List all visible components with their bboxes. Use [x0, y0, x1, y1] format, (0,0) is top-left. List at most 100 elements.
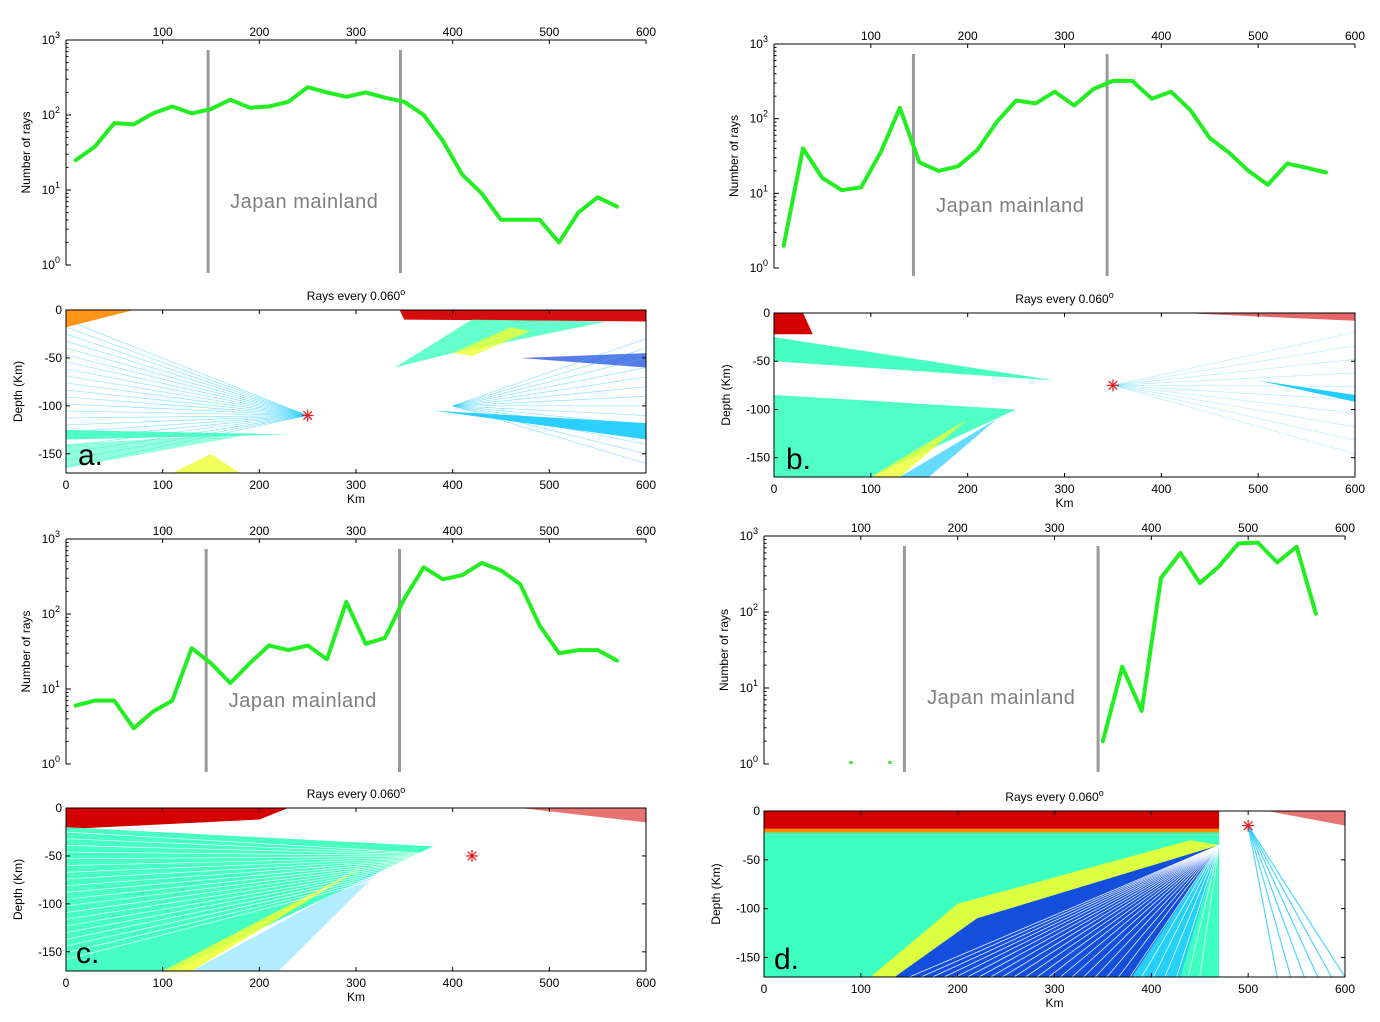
ray-count-point	[840, 188, 844, 192]
y-axis-label: Depth (Km)	[719, 364, 733, 425]
ray-count-point	[209, 661, 213, 665]
surface-band	[764, 828, 1220, 833]
ray-count-point	[1111, 79, 1115, 83]
ray-count-point	[460, 573, 464, 577]
y-tick-label: 100	[42, 255, 60, 272]
x-tick-label: 400	[443, 478, 463, 492]
y-tick-label: 101	[42, 679, 60, 696]
x-tick-label: 500	[539, 25, 559, 39]
y-tick-label: -100	[736, 902, 760, 916]
event-star	[466, 849, 478, 862]
ray-fan	[66, 855, 473, 866]
ray-count-line	[1100, 540, 1318, 744]
ray-fan	[1118, 844, 1220, 977]
y-tick-label: 101	[740, 678, 758, 695]
y-axis-label: Depth (Km)	[11, 859, 25, 920]
ray-count-point	[1072, 103, 1076, 108]
x-tick-label: 200	[249, 478, 269, 492]
ray-count-point	[248, 106, 252, 110]
ray-band	[774, 337, 1055, 381]
ray-fan	[66, 855, 473, 940]
ray-count-point	[441, 139, 445, 143]
ray-fan	[66, 340, 308, 416]
x-axis-label: Km	[347, 990, 365, 1004]
ray-count-point	[209, 107, 213, 111]
y-tick-label: 100	[750, 258, 768, 275]
ray-count-point	[151, 111, 155, 116]
x-axis-label: Km	[347, 492, 365, 506]
ray-fan	[66, 326, 308, 416]
y-tick-label: -150	[38, 945, 62, 959]
ray-count-point	[1314, 612, 1318, 616]
ray-fan	[66, 855, 473, 893]
ray-fan	[1048, 844, 1220, 977]
x-tick-label: 0	[63, 478, 70, 492]
ray-count-point	[1236, 541, 1241, 545]
ray-fan	[1187, 845, 1220, 977]
y-tick-label: -150	[736, 950, 760, 964]
ray-count-point	[1188, 108, 1192, 112]
ray-band	[66, 429, 289, 440]
ray-count-point	[596, 195, 600, 199]
ray-fan	[66, 319, 308, 416]
x-tick-label: 600	[636, 25, 656, 39]
ray-fan	[1112, 385, 1355, 401]
x-tick-label: 600	[1335, 982, 1355, 996]
ray-fan	[452, 405, 646, 416]
x-tick-label: 300	[346, 524, 366, 538]
x-tick-label: 300	[346, 478, 366, 492]
ray-count-point	[306, 85, 310, 89]
ray-fan	[1176, 845, 1220, 977]
x-tick-label: 300	[1054, 482, 1074, 496]
x-tick-label: 400	[1141, 982, 1161, 996]
ray-count-point	[1091, 87, 1096, 91]
ray-count-point	[1246, 169, 1251, 173]
y-tick-label: -50	[753, 354, 771, 368]
ray-band	[899, 419, 997, 477]
x-tick-label: 100	[153, 478, 173, 492]
ray-count-point	[151, 709, 155, 714]
y-axis-label: Depth (Km)	[11, 361, 25, 422]
ray-fan	[452, 405, 646, 455]
ray-count-point	[849, 761, 853, 764]
event-star-stroke	[1108, 380, 1118, 391]
y-tick-label: 103	[750, 34, 768, 51]
event-star-stroke	[1243, 820, 1253, 831]
y-tick-label: 100	[42, 754, 60, 771]
ray-count-point	[518, 218, 522, 222]
panel-letter: a.	[78, 439, 103, 472]
x-tick-label: 400	[1141, 521, 1161, 535]
ray-fan	[1152, 844, 1220, 977]
ray-count-point	[344, 600, 348, 604]
y-tick-label: 103	[740, 526, 758, 543]
surface-band	[520, 808, 646, 823]
x-tick-label: 500	[1248, 482, 1268, 496]
y-tick-label: 103	[42, 529, 60, 546]
mainland-label: Japan mainland	[229, 690, 377, 712]
y-tick-label: -50	[743, 853, 761, 867]
x-tick-label: 100	[153, 25, 173, 39]
ray-fan	[66, 855, 473, 947]
ray-fan	[66, 368, 308, 416]
ray-fan	[66, 410, 308, 416]
ray-count-point	[878, 151, 883, 155]
x-tick-label: 200	[948, 521, 968, 535]
ray-count-point	[228, 98, 232, 102]
ray-count-point	[1266, 183, 1270, 187]
ray-fan	[66, 855, 473, 927]
ray-fan	[932, 844, 1220, 977]
ray-count-point	[1101, 739, 1105, 743]
surface-band	[66, 310, 134, 328]
ray-fan	[66, 403, 308, 416]
x-tick-label: 400	[1151, 482, 1171, 496]
ray-count-point	[132, 726, 136, 730]
y-tick-label: 102	[42, 604, 60, 621]
surface-band	[1267, 811, 1345, 826]
y-tick-label: 102	[42, 105, 60, 122]
ray-fan	[452, 386, 646, 407]
ray-count-point	[975, 148, 979, 152]
ray-fan	[1129, 844, 1220, 977]
ray-band	[870, 419, 968, 477]
ray-count-point	[1227, 151, 1231, 155]
depth-plot-caption: Rays every 0.060o	[1015, 290, 1113, 306]
